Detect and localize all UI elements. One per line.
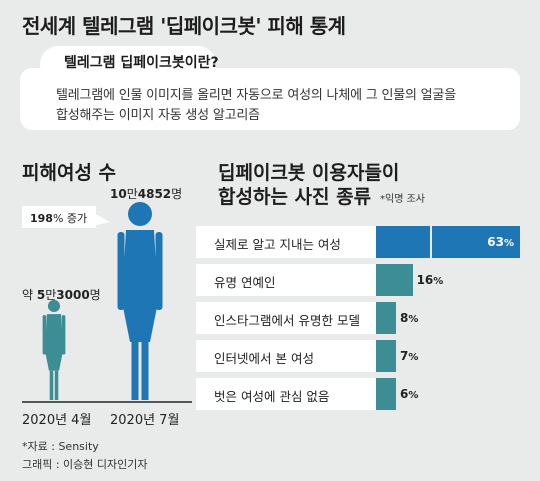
value-label: 8%: [400, 311, 419, 325]
increase-bubble: [22, 206, 96, 228]
page-title: 전세계 텔레그램 '딥페이크봇' 피해 통계: [22, 14, 346, 38]
value-label: 7%: [400, 349, 419, 363]
bar-break: [430, 226, 432, 258]
category-panel: [196, 264, 376, 296]
bar: [376, 226, 520, 258]
category-label: 인스타그램에서 유명한 모델: [214, 313, 360, 328]
april-value-label: 약 5만3000명: [22, 288, 101, 302]
bar: [376, 378, 396, 410]
info-badge-label: 텔레그램 딥페이크봇이란?: [64, 55, 219, 71]
figure-april: [42, 299, 66, 400]
users-chart-title-line-1: 딥페이크봇 이용자들이: [218, 162, 400, 184]
victims-axis: [22, 401, 192, 403]
source: *자료 : Sensity: [22, 440, 99, 453]
category-label: 인터넷에서 본 여성: [214, 351, 314, 366]
survey-note: *익명 조사: [380, 194, 425, 205]
value-label: 6%: [400, 387, 419, 401]
category-panel: [196, 226, 376, 258]
value-label: 16%: [416, 273, 444, 287]
category-panel: [196, 378, 376, 410]
info-badge: [40, 46, 216, 82]
increase-annotation: 198% 증가: [30, 212, 88, 225]
credit: 그래픽 : 이승현 디자인기자: [22, 458, 148, 471]
info-line-2: 합성해주는 이미지 자동 생성 알고리즘: [56, 108, 260, 123]
bar: [376, 340, 396, 372]
category-panel: [196, 340, 376, 372]
category-label: 벗은 여성에 관심 없음: [214, 389, 330, 404]
users-chart-title-line-2: 합성하는 사진 종류: [218, 186, 372, 208]
category-panel: [196, 302, 376, 334]
category-label: 실제로 알고 지내는 여성: [214, 237, 341, 252]
bar: [376, 264, 413, 296]
figure-july: [117, 202, 163, 400]
info-line-1: 텔레그램에 인물 이미지를 올리면 자동으로 여성의 나체에 그 인물의 얼굴을: [56, 88, 456, 103]
value-label: 63%: [487, 235, 514, 249]
category-label: 유명 연예인: [214, 275, 276, 290]
period-july: 2020년 7월: [110, 413, 180, 428]
bar: [376, 302, 396, 334]
period-april: 2020년 4월: [22, 413, 92, 428]
july-value-label: 10만4852명: [110, 187, 183, 201]
victims-chart-title: 피해여성 수: [22, 162, 117, 184]
